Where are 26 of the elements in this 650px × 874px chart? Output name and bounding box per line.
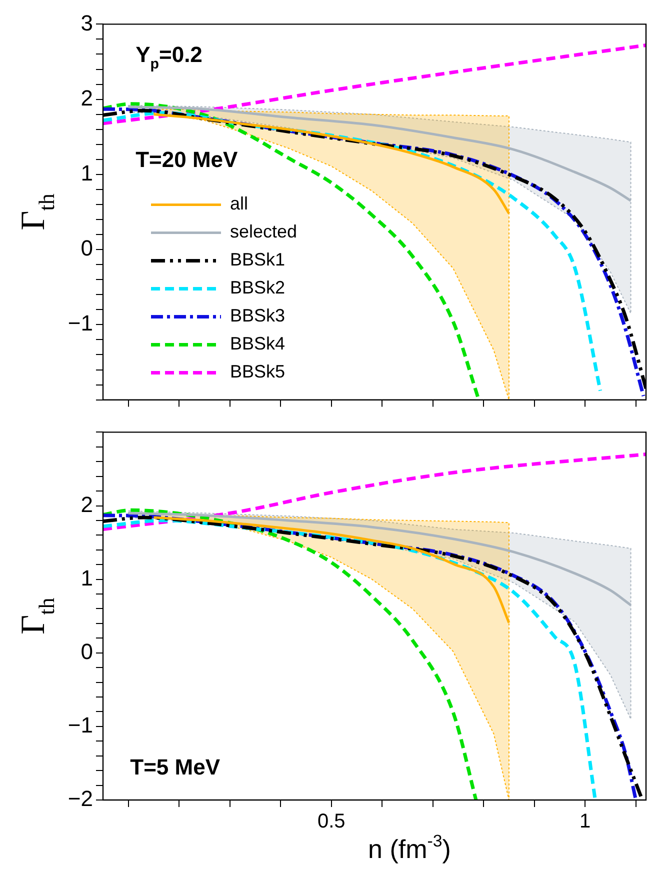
legend-label: BBSk3 bbox=[230, 306, 286, 326]
legend-label: BBSk5 bbox=[230, 362, 286, 382]
y-tick-label: 3 bbox=[80, 10, 93, 36]
line-series bbox=[103, 452, 646, 532]
legend-label: all bbox=[230, 194, 248, 214]
y-tick-label: 2 bbox=[80, 492, 93, 517]
y-tick-label: 1 bbox=[80, 160, 93, 186]
y-tick-label: −1 bbox=[68, 310, 93, 336]
legend-label: BBSk2 bbox=[230, 278, 286, 298]
annotation: T=20 MeV bbox=[136, 146, 238, 172]
line-series bbox=[103, 43, 646, 126]
y-tick-label: −1 bbox=[68, 712, 93, 738]
y-tick-label: −2 bbox=[68, 786, 93, 812]
y-axis-title: Γth bbox=[15, 598, 60, 635]
y-axis-title: Γth bbox=[15, 194, 60, 230]
legend-label: BBSk4 bbox=[230, 334, 286, 354]
y-tick-label: 1 bbox=[80, 565, 93, 590]
legend-label: selected bbox=[230, 222, 298, 242]
y-tick-label: 2 bbox=[80, 85, 93, 110]
y-tick-label: 0 bbox=[80, 236, 93, 261]
line-series bbox=[103, 508, 478, 800]
legend-label: BBSk1 bbox=[230, 250, 286, 270]
line-series bbox=[103, 102, 480, 400]
y-tick-label: 0 bbox=[80, 638, 93, 664]
x-tick-label: 0.5 bbox=[317, 810, 346, 833]
annotation: T=5 MeV bbox=[130, 754, 220, 780]
